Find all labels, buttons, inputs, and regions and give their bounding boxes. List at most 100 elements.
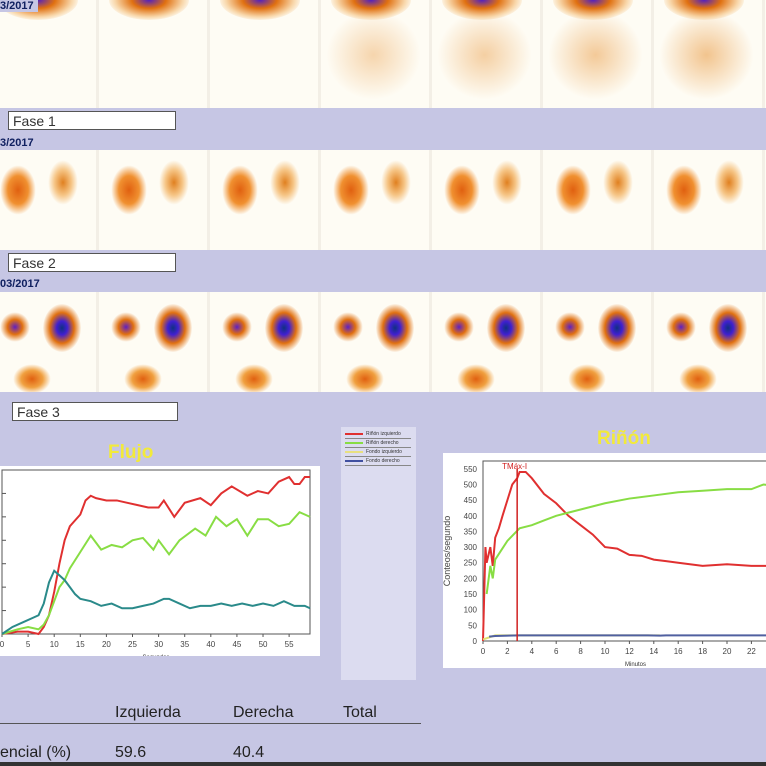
uptake-blob [48,160,78,205]
row-label: encial (%) [0,744,72,761]
legend-label: Fondo izquierdo [366,449,402,455]
legend-label: Riñón izquierdo [366,431,401,437]
series-line [482,470,766,642]
uptake-blob [43,304,81,352]
uptake-blob [111,312,141,342]
x-tick-label: 30 [154,640,163,649]
uptake-blob [0,165,36,215]
series-line [1,569,311,635]
y-tick-label: 50 [468,621,477,630]
y-axis-label: Conteos/segundo [443,516,452,587]
image-frame[interactable] [99,0,210,108]
image-frame[interactable] [432,292,543,392]
image-frame[interactable] [0,0,99,108]
image-frame[interactable] [210,150,321,250]
flow-chart: 0 5 10 15 20 25 30 35 40 45 50 55 Segundos [0,466,320,661]
x-tick-label: 45 [232,640,241,649]
uptake-blob [555,312,585,342]
top-date: 3/2017 [0,0,38,12]
kidney-chart-title: Riñón [597,428,651,449]
image-frame[interactable] [543,292,654,392]
x-tick-label: 2 [505,647,510,656]
uptake-blob [220,0,300,20]
x-axis-label: Minutos [625,662,646,668]
kidney-chart: 0246810121416182022240501001502002503003… [442,453,766,668]
uptake-blob [598,304,636,352]
tmax-label: TMáx-I [502,462,527,471]
plot-frame [482,460,766,642]
phase-2-field[interactable]: Fase 2 [8,253,176,272]
image-frame[interactable] [543,150,654,250]
image-frame[interactable] [99,150,210,250]
x-tick-label: 0 [0,640,5,649]
value-derecha: 40.4 [233,744,265,761]
uptake-blob [444,165,480,215]
x-tick-label: 10 [50,640,59,649]
series-line [1,475,310,636]
image-frame[interactable] [654,150,765,250]
x-tick-label: 6 [554,647,559,656]
uptake-blob [270,160,300,205]
legend-item: Riñón izquierdo [345,431,411,439]
y-tick-label: 350 [464,527,478,536]
uptake-blob [13,364,51,392]
y-tick-label: 200 [464,574,478,583]
x-tick-label: 5 [26,640,31,649]
image-frame[interactable] [0,150,99,250]
x-tick-label: 10 [601,647,610,656]
image-frame[interactable] [321,150,432,250]
x-tick-label: 20 [102,640,111,649]
image-frame[interactable] [99,292,210,392]
uptake-blob [679,364,717,392]
image-frame[interactable] [210,292,321,392]
uptake-blob [154,304,192,352]
image-frame[interactable] [432,0,543,108]
x-tick-label: 20 [723,647,732,656]
series-line [488,634,766,638]
x-tick-label: 40 [206,640,215,649]
phase-2-date: 03/2017 [0,278,40,290]
series-line [1,510,311,635]
uptake-blob [265,304,303,352]
uptake-blob [457,364,495,392]
image-frame[interactable] [654,0,765,108]
y-tick-label: 0 [473,637,478,646]
y-tick-label: 400 [464,512,478,521]
uptake-blob [346,364,384,392]
x-tick-label: 50 [259,640,268,649]
phase-3-field[interactable]: Fase 3 [12,402,178,421]
uptake-blob [326,10,421,100]
uptake-blob [222,312,252,342]
image-frame[interactable] [321,292,432,392]
y-tick-label: 100 [464,606,478,615]
image-row-1 [0,0,766,108]
uptake-blob [666,312,696,342]
x-axis-label: Segundos [142,655,169,656]
uptake-blob [666,165,702,215]
x-tick-label: 0 [481,647,486,656]
uptake-blob [659,10,754,100]
image-frame[interactable] [321,0,432,108]
header-total: Total [343,704,377,721]
x-tick-label: 12 [625,647,634,656]
image-frame[interactable] [0,292,99,392]
phase-1-field[interactable]: Fase 1 [8,111,176,130]
image-frame[interactable] [654,292,765,392]
uptake-blob [568,364,606,392]
image-frame[interactable] [210,0,321,108]
plot-frame [1,469,311,635]
legend-label: Fondo derecho [366,458,400,464]
image-frame[interactable] [543,0,654,108]
uptake-blob [487,304,525,352]
y-tick-label: 500 [464,480,478,489]
uptake-blob [548,10,643,100]
uptake-blob [381,160,411,205]
uptake-blob [333,165,369,215]
image-frame[interactable] [432,150,543,250]
x-tick-label: 15 [76,640,85,649]
uptake-blob [444,312,474,342]
uptake-blob [603,160,633,205]
x-tick-label: 55 [285,640,294,649]
y-tick-label: 150 [464,590,478,599]
bottom-bar [0,762,766,766]
